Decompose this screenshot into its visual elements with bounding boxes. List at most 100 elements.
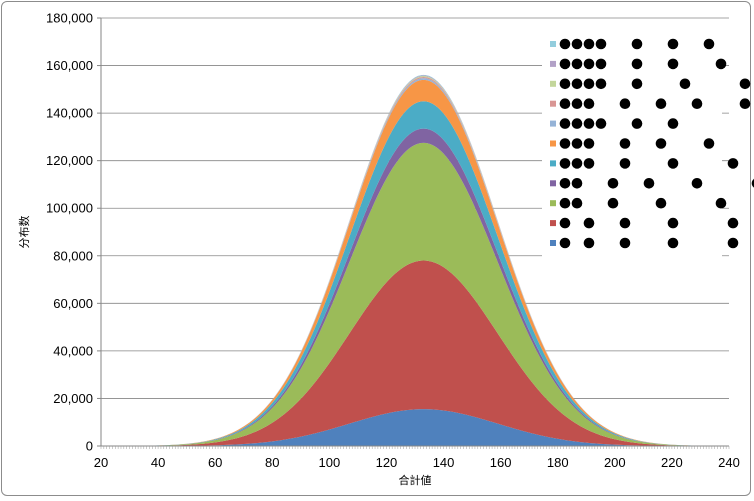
axes bbox=[97, 17, 730, 449]
legend-dot bbox=[559, 178, 571, 189]
y-tick-label: 0 bbox=[86, 439, 93, 454]
legend-dot bbox=[631, 38, 643, 50]
legend-swatch bbox=[550, 41, 556, 47]
legend-dot bbox=[667, 217, 679, 229]
legend-dot bbox=[631, 78, 643, 90]
legend-dot bbox=[583, 217, 595, 229]
legend-dot bbox=[583, 38, 595, 50]
x-tick-label: 140 bbox=[433, 455, 455, 470]
legend-dot bbox=[727, 217, 739, 229]
series-area-1 bbox=[101, 409, 729, 446]
legend-dot bbox=[583, 158, 595, 169]
legend-dot bbox=[619, 158, 631, 169]
y-tick-label: 80,000 bbox=[53, 248, 93, 263]
legend-dot bbox=[559, 38, 571, 50]
legend-dot bbox=[559, 217, 571, 229]
legend-dot bbox=[595, 78, 607, 90]
legend-dot bbox=[643, 178, 655, 189]
legend-dot bbox=[715, 197, 727, 209]
x-tick-label: 240 bbox=[718, 455, 740, 470]
y-tick-label: 180,000 bbox=[46, 11, 93, 26]
y-tick-label: 140,000 bbox=[46, 106, 93, 121]
legend-dot bbox=[667, 58, 679, 70]
legend-dot bbox=[559, 118, 571, 129]
legend-dot bbox=[691, 178, 703, 189]
legend-swatch bbox=[550, 100, 556, 107]
legend-dot bbox=[739, 98, 751, 109]
legend-dot bbox=[583, 78, 595, 90]
legend-dot bbox=[571, 58, 583, 70]
x-tick-labels: 20 40 60 80 100 120 140 160 180 200 220 240 bbox=[94, 455, 740, 470]
legend-dot bbox=[715, 58, 727, 70]
legend-swatch bbox=[550, 60, 556, 67]
legend-swatch bbox=[550, 220, 556, 227]
legend-dot bbox=[595, 58, 607, 70]
legend-dot bbox=[559, 78, 571, 90]
legend-dot bbox=[631, 58, 643, 70]
y-tick-label: 100,000 bbox=[46, 201, 93, 216]
x-tick-label: 160 bbox=[490, 455, 512, 470]
legend-dot bbox=[571, 138, 583, 149]
legend-swatch bbox=[550, 200, 556, 207]
legend-dot bbox=[583, 237, 595, 249]
legend-dot bbox=[751, 178, 754, 188]
legend-dot bbox=[655, 98, 667, 109]
legend-dot bbox=[667, 158, 679, 169]
legend-dot bbox=[607, 178, 619, 189]
legend-dot bbox=[691, 98, 703, 109]
y-tick-label: 40,000 bbox=[53, 343, 93, 358]
y-tick-label: 160,000 bbox=[46, 58, 93, 73]
legend-swatch bbox=[550, 120, 556, 127]
legend-dot bbox=[607, 197, 619, 209]
legend-dot bbox=[619, 217, 631, 229]
legend-dot bbox=[595, 118, 607, 129]
legend-dot bbox=[619, 237, 631, 249]
x-tick-label: 20 bbox=[94, 455, 108, 470]
x-tick-label: 80 bbox=[265, 455, 279, 470]
legend-dot bbox=[571, 78, 583, 90]
legend-dot bbox=[571, 197, 583, 209]
legend-dot bbox=[571, 158, 583, 169]
series-areas bbox=[101, 74, 729, 446]
x-tick-label: 60 bbox=[208, 455, 222, 470]
legend-dot bbox=[559, 158, 571, 169]
x-tick-label: 220 bbox=[661, 455, 683, 470]
legend-dot bbox=[559, 98, 571, 109]
legend-dot bbox=[559, 58, 571, 70]
series-area-3 bbox=[101, 142, 729, 446]
legend-swatch bbox=[550, 160, 556, 167]
legend bbox=[542, 30, 754, 258]
legend-swatch bbox=[550, 180, 556, 187]
x-axis-title: 合計値 bbox=[399, 473, 432, 487]
legend-dot bbox=[571, 118, 583, 129]
series-area-2 bbox=[101, 260, 729, 446]
legend-dot bbox=[655, 138, 667, 149]
legend-dot bbox=[619, 98, 631, 109]
legend-dot bbox=[679, 78, 691, 90]
y-axis-title: 分布数 bbox=[18, 216, 31, 249]
legend-dot bbox=[595, 38, 607, 50]
x-tick-label: 40 bbox=[151, 455, 165, 470]
legend-dot bbox=[739, 78, 751, 90]
legend-dot bbox=[571, 38, 583, 50]
legend-dot bbox=[559, 138, 571, 149]
legend-dot bbox=[571, 98, 583, 109]
legend-dot bbox=[583, 118, 595, 129]
y-tick-label: 60,000 bbox=[53, 296, 93, 311]
legend-dot bbox=[583, 98, 595, 109]
legend-dot bbox=[583, 58, 595, 70]
legend-dot bbox=[727, 237, 739, 249]
legend-dot bbox=[571, 178, 583, 189]
legend-dot bbox=[619, 138, 631, 149]
legend-dot bbox=[667, 38, 679, 50]
legend-swatch bbox=[550, 140, 556, 147]
legend-swatch bbox=[550, 240, 556, 246]
y-tick-label: 20,000 bbox=[53, 391, 93, 406]
legend-dot bbox=[667, 118, 679, 129]
legend-dot bbox=[703, 38, 715, 50]
legend-dot bbox=[583, 138, 595, 149]
x-tick-label: 100 bbox=[319, 455, 341, 470]
x-tick-label: 200 bbox=[604, 455, 626, 470]
